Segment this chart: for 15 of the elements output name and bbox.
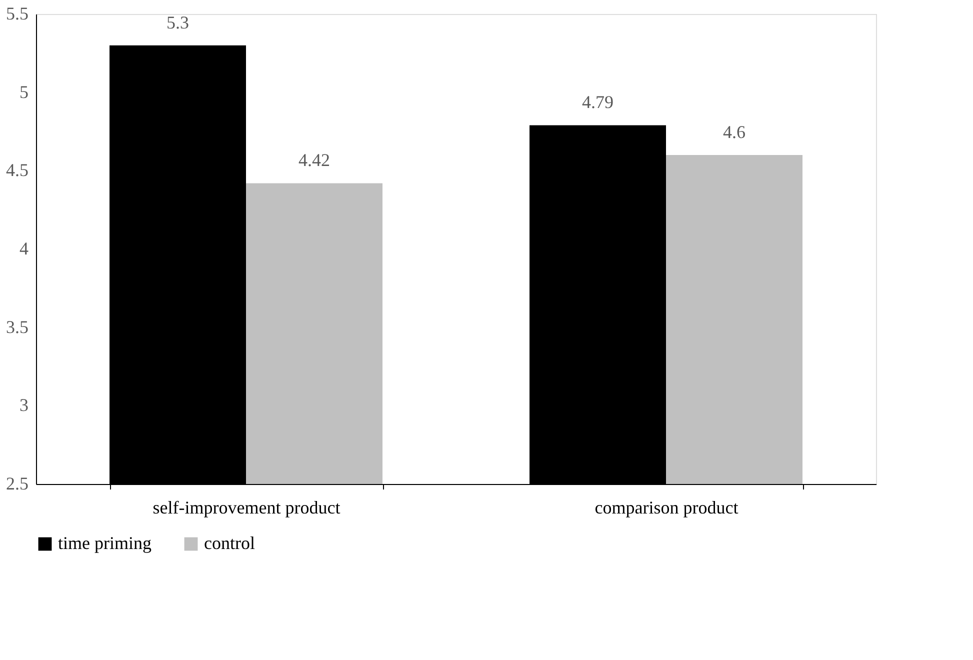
data-label: 4.79 — [582, 92, 614, 112]
y-tick-label: 2.5 — [6, 474, 28, 494]
legend-label: time priming — [58, 533, 152, 553]
y-tick-label: 5.5 — [6, 4, 28, 24]
y-tick-label: 4 — [20, 238, 28, 258]
y-tick-label: 5 — [20, 82, 28, 102]
y-tick-label: 4.5 — [6, 160, 28, 180]
data-label: 5.3 — [166, 12, 189, 32]
data-label: 4.6 — [723, 122, 746, 142]
x-tick-label: comparison product — [594, 498, 738, 518]
x-tick-label: self-improvement product — [152, 498, 340, 518]
legend-label: control — [204, 533, 255, 553]
y-tick-label: 3.5 — [6, 316, 28, 337]
data-label: 4.42 — [298, 150, 330, 170]
y-tick-label: 3 — [20, 395, 28, 416]
